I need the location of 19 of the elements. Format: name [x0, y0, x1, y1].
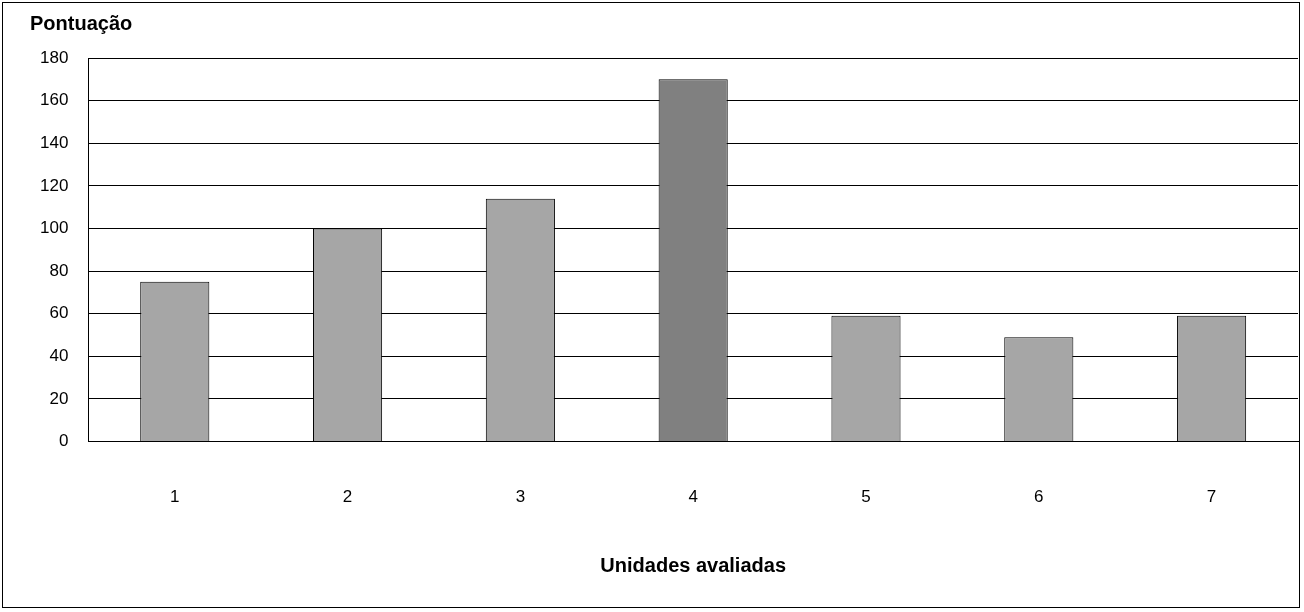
- x-tick-label: 6: [1034, 487, 1044, 507]
- x-tick-label: 7: [1206, 487, 1217, 507]
- y-tick-label: 60: [49, 303, 69, 323]
- x-tick-label: 4: [688, 487, 698, 507]
- y-tick-label: 140: [39, 132, 69, 152]
- x-tick-label: 3: [515, 487, 526, 507]
- x-tick-label: 5: [861, 487, 871, 507]
- y-tick-label: 40: [49, 346, 69, 366]
- y-tick-label: 120: [39, 175, 69, 195]
- y-tick-label: 160: [39, 90, 69, 110]
- y-tick-label: 20: [49, 388, 69, 408]
- y-tick-label: 100: [39, 218, 69, 238]
- chart-title: Pontuação: [30, 11, 133, 34]
- y-tick-label: 180: [39, 47, 69, 67]
- x-axis-title: Unidades avaliadas: [600, 553, 787, 576]
- y-tick-label: 0: [58, 431, 69, 451]
- y-tick-label: 80: [49, 260, 69, 280]
- x-tick-label: 1: [170, 487, 180, 507]
- x-tick-label: 2: [342, 487, 353, 507]
